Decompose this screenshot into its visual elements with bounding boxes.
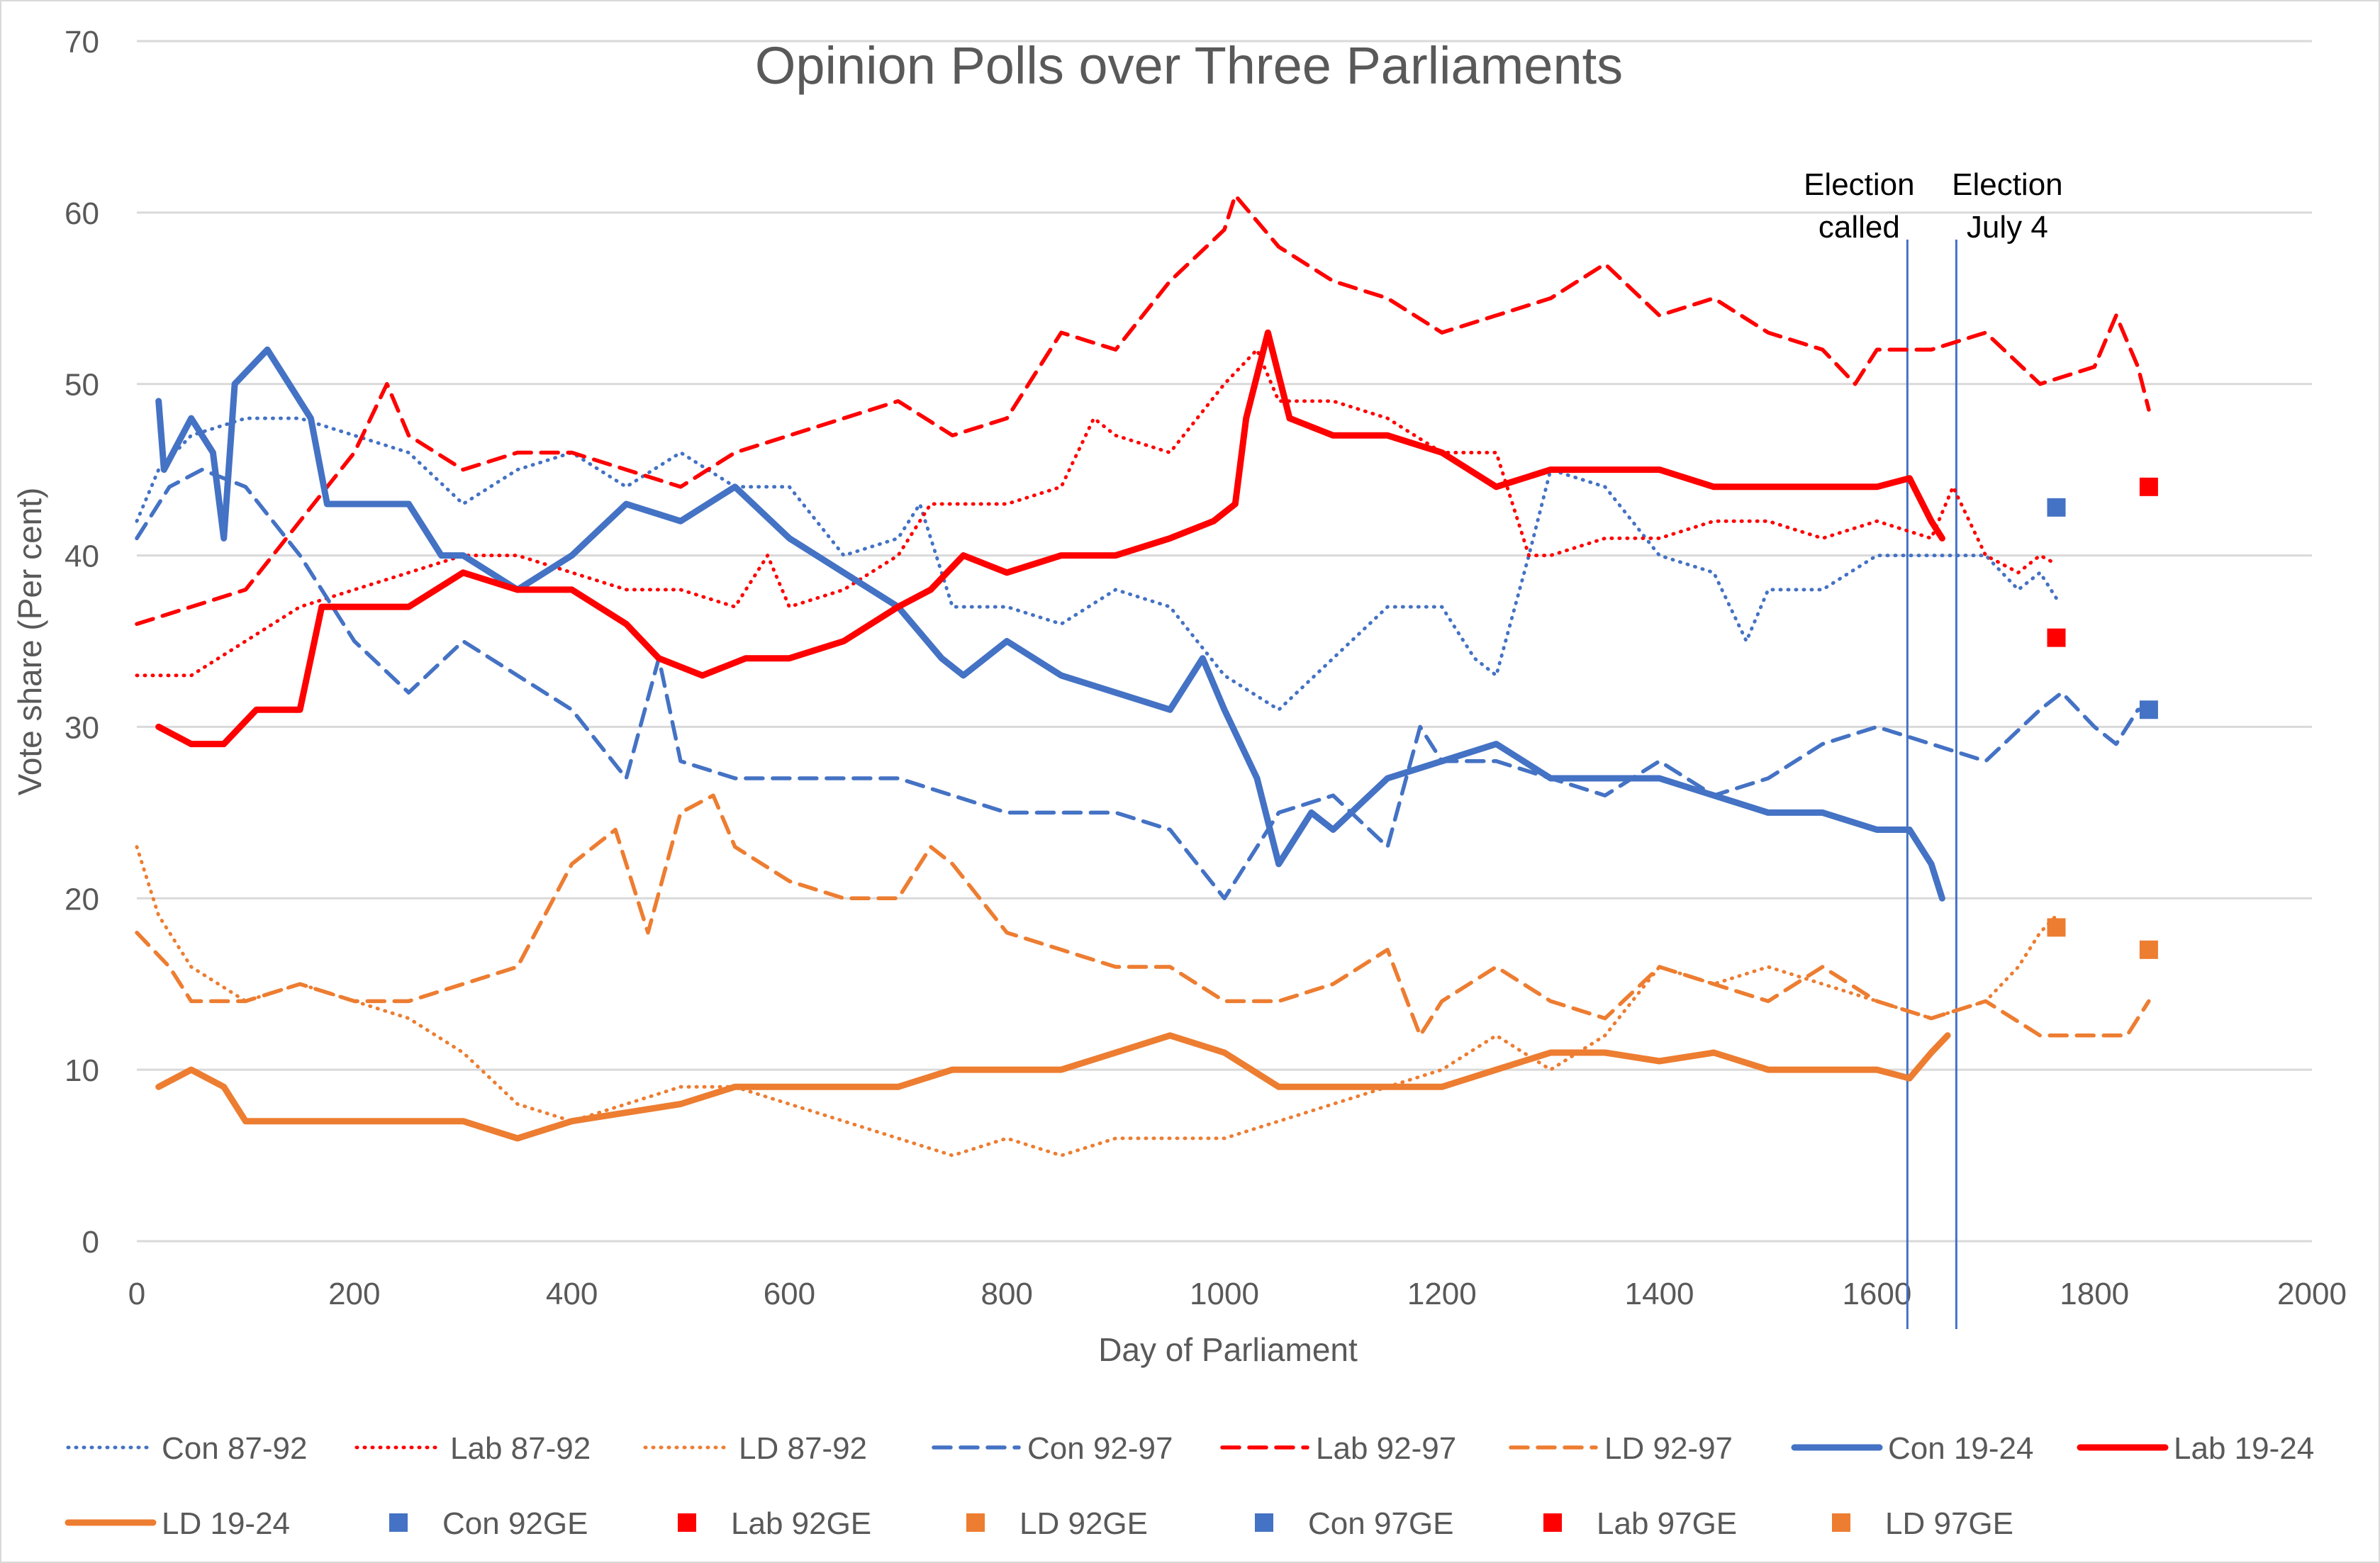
marker-lab-92ge <box>2047 628 2066 647</box>
series-line-lab-19-24 <box>155 329 1945 748</box>
legend-swatch <box>966 1513 985 1532</box>
x-tick-label: 600 <box>764 1277 815 1311</box>
marker-con-97ge <box>2139 700 2158 719</box>
x-tick-label: 200 <box>328 1277 380 1311</box>
y-tick-label: 0 <box>82 1225 99 1260</box>
marker-lab-97ge <box>2139 477 2158 496</box>
legend-item-ld-87-92: LD 87-92 <box>643 1431 867 1466</box>
x-axis-ticks: 0 200 400 600 800 1000 1200 1400 1600 1800 2000 <box>128 1277 2347 1311</box>
marker-ld-97ge <box>2139 940 2158 959</box>
annotation-text: Election <box>1952 167 2063 202</box>
y-tick-label: 40 <box>65 539 99 574</box>
x-tick-label: 1800 <box>2060 1277 2129 1311</box>
y-tick-label: 60 <box>65 196 99 231</box>
legend-item-lab-92-97: Lab 92-97 <box>1220 1431 1456 1466</box>
legend-item-lab-97ge: Lab 97GE <box>1543 1506 1737 1541</box>
legend-item-lab-19-24: Lab 19-24 <box>2077 1431 2314 1466</box>
legend-swatch <box>1832 1513 1850 1532</box>
y-tick-label: 20 <box>65 882 99 917</box>
legend-item-con-92-97: Con 92-97 <box>932 1431 1173 1466</box>
y-axis-ticks: 0 10 20 30 40 50 60 70 <box>65 25 99 1260</box>
legend-label: LD 97GE <box>1885 1506 2013 1541</box>
legend-label: Lab 92GE <box>731 1506 871 1541</box>
legend-label: Con 92-97 <box>1027 1431 1173 1466</box>
legend: Con 87-92 Lab 87-92 LD 87-92 Con 92-97 Lab 9… <box>65 1431 2314 1541</box>
legend-item-con-97ge: Con 97GE <box>1255 1506 1453 1541</box>
legend-swatch <box>1255 1513 1273 1532</box>
legend-label: Lab 97GE <box>1597 1506 1737 1541</box>
series-group <box>135 193 2158 1158</box>
annotation-text: called <box>1818 210 1900 245</box>
legend-label: LD 19-24 <box>162 1506 290 1541</box>
legend-label: Con 92GE <box>442 1506 588 1541</box>
x-tick-label: 400 <box>546 1277 598 1311</box>
legend-item-lab-92ge: Lab 92GE <box>678 1506 871 1541</box>
x-tick-label: 1200 <box>1407 1277 1477 1311</box>
series-line-con-19-24 <box>155 346 1945 902</box>
series-line-lab-87-92 <box>135 347 2058 678</box>
x-tick-label: 800 <box>981 1277 1032 1311</box>
legend-item-con-19-24: Con 19-24 <box>1791 1431 2033 1466</box>
marker-con-92ge <box>2047 498 2066 517</box>
legend-label: LD 92-97 <box>1604 1431 1733 1466</box>
x-tick-label: 1600 <box>1842 1277 1911 1311</box>
legend-item-ld-92-97: LD 92-97 <box>1509 1431 1733 1466</box>
series-line-lab-92-97 <box>135 193 2151 627</box>
legend-label: Lab 92-97 <box>1316 1431 1456 1466</box>
legend-swatch <box>1543 1513 1562 1532</box>
series-line-ld-87-92 <box>135 845 2058 1158</box>
legend-label: Con 97GE <box>1308 1506 1453 1541</box>
legend-item-ld-19-24: LD 19-24 <box>65 1506 290 1541</box>
legend-label: LD 92GE <box>1019 1506 1148 1541</box>
annotation-text: Election <box>1804 167 1915 202</box>
y-tick-label: 70 <box>65 25 99 60</box>
legend-item-ld-92ge: LD 92GE <box>966 1506 1148 1541</box>
legend-item-con-87-92: Con 87-92 <box>66 1431 307 1466</box>
x-tick-label: 1000 <box>1190 1277 1259 1311</box>
election-lines: Election called Election July 4 <box>1804 167 2063 1329</box>
series-line-con-92-97 <box>135 467 2151 901</box>
annotation-text: July 4 <box>1967 210 2048 245</box>
y-tick-label: 50 <box>65 368 99 403</box>
legend-label: LD 87-92 <box>739 1431 867 1466</box>
legend-item-lab-87-92: Lab 87-92 <box>354 1431 591 1466</box>
x-axis-label: Day of Parliament <box>1098 1331 1358 1368</box>
y-tick-label: 30 <box>65 710 99 745</box>
legend-label: Lab 19-24 <box>2174 1431 2314 1466</box>
series-line-ld-92-97 <box>135 793 2151 1038</box>
marker-ld-92ge <box>2047 918 2066 937</box>
legend-item-ld-97ge: LD 97GE <box>1832 1506 2013 1541</box>
legend-label: Con 87-92 <box>162 1431 307 1466</box>
x-tick-label: 1400 <box>1625 1277 1694 1311</box>
legend-swatch <box>389 1513 408 1532</box>
x-tick-label: 0 <box>128 1277 145 1311</box>
chart-title: Opinion Polls over Three Parliaments <box>755 36 1623 95</box>
x-tick-label: 2000 <box>2277 1277 2347 1311</box>
legend-swatch <box>678 1513 696 1532</box>
y-axis-label: Vote share (Per cent) <box>11 488 48 796</box>
legend-label: Con 19-24 <box>1888 1431 2033 1466</box>
legend-label: Lab 87-92 <box>450 1431 591 1466</box>
legend-item-con-92ge: Con 92GE <box>389 1506 588 1541</box>
series-line-ld-19-24 <box>155 1032 1951 1142</box>
y-tick-label: 10 <box>65 1053 99 1088</box>
